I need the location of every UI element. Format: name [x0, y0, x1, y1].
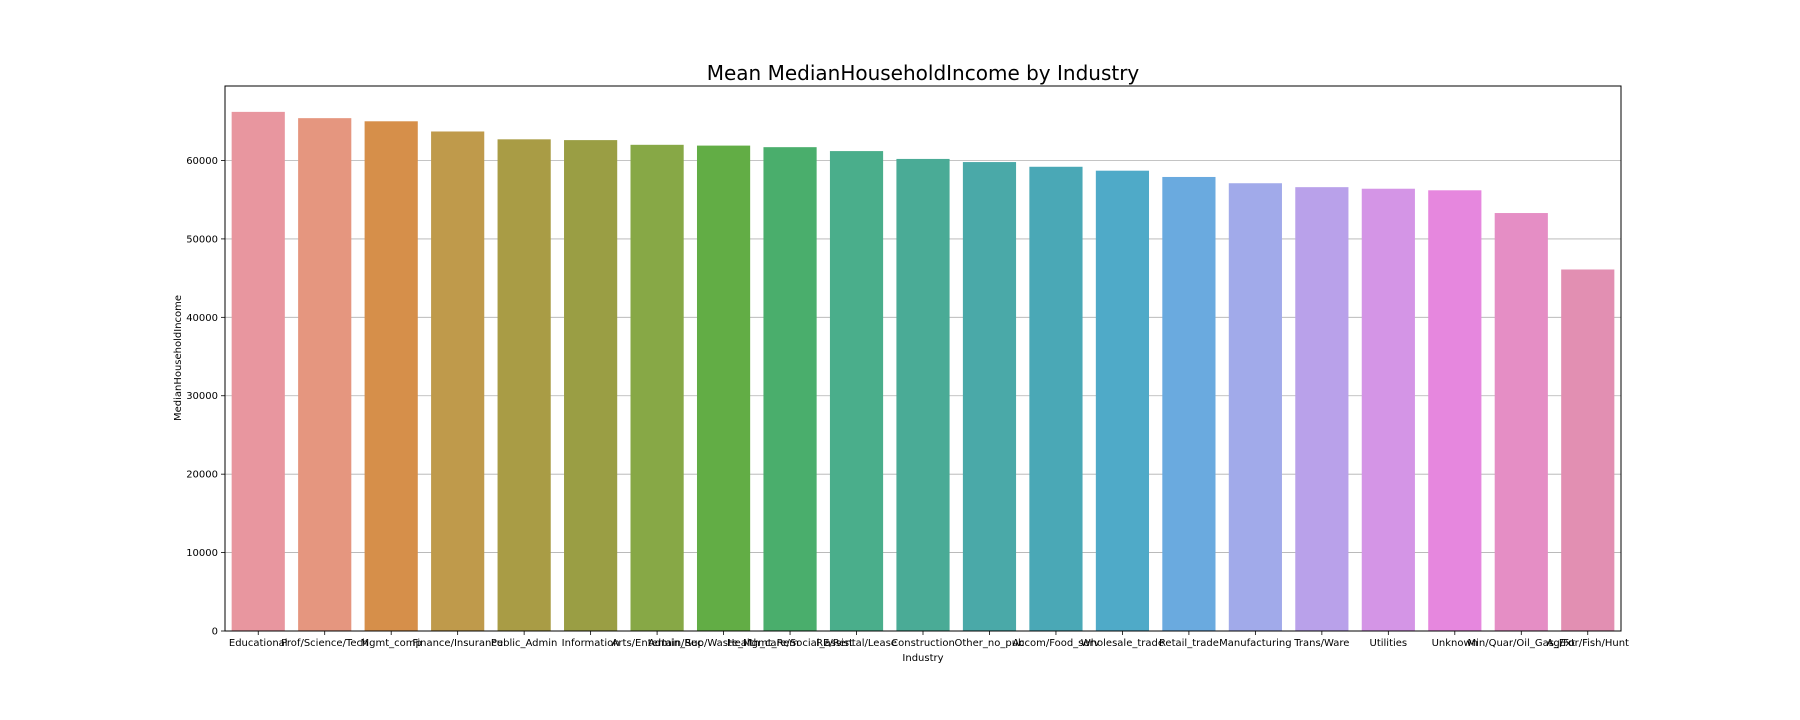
x-tick-label: Utilities	[1370, 638, 1408, 649]
bar	[298, 118, 352, 632]
bar	[1162, 176, 1216, 631]
bar	[1494, 213, 1548, 632]
y-axis-ticks: 0 10000 20000 30000 40000 50000 60000	[186, 156, 225, 638]
y-tick-label: 50000	[186, 234, 218, 245]
x-tick-label: Accom/Food_serv	[1012, 638, 1099, 649]
bar	[1361, 188, 1415, 631]
bar	[431, 131, 485, 632]
x-tick-label: Trans/Ware	[1293, 638, 1349, 649]
bar	[497, 139, 551, 632]
bar	[829, 151, 884, 631]
x-tick-label: Arts/Entertain/Rec	[612, 638, 703, 649]
bar	[896, 158, 950, 632]
x-tick-label: Public_Admin	[491, 638, 557, 649]
x-tick-label: Prof/Science/Tech	[281, 638, 368, 649]
x-tick-label: Health_care/Social_assist	[727, 638, 853, 649]
y-tick-label: 40000	[186, 313, 218, 324]
bar	[962, 162, 1017, 631]
x-tick-label: Construction	[891, 638, 955, 649]
x-tick-label: Unknown	[1432, 638, 1478, 649]
bar	[1029, 166, 1083, 632]
x-tick-label: Educational	[229, 638, 288, 649]
bars	[231, 111, 1615, 632]
bar	[1295, 187, 1349, 632]
x-tick-label: Retail_trade	[1159, 638, 1219, 649]
y-tick-label: 0	[212, 627, 218, 638]
x-tick-label: Finance/Insurance	[412, 638, 503, 649]
bar	[1095, 170, 1150, 631]
x-tick-label: Wholesale_trade	[1081, 638, 1164, 649]
x-axis-ticks: EducationalProf/Science/TechMgmt_compFin…	[229, 631, 1629, 649]
x-tick-label: Information	[562, 638, 620, 649]
chart-title: Mean MedianHouseholdIncome by Industry	[707, 61, 1140, 85]
bar	[696, 145, 751, 632]
x-tick-label: Manufacturing	[1219, 638, 1291, 649]
bar	[564, 140, 618, 631]
y-tick-label: 60000	[186, 156, 218, 167]
y-tick-label: 20000	[186, 470, 218, 481]
x-axis-title: Industry	[902, 653, 943, 664]
y-tick-label: 30000	[186, 391, 218, 402]
bar	[630, 144, 684, 632]
x-tick-label: Ag/For/Fish/Hunt	[1547, 638, 1629, 649]
bar	[1428, 190, 1482, 631]
x-tick-label: Other_no_pub	[955, 638, 1025, 649]
bar	[763, 147, 817, 631]
bar	[1228, 183, 1282, 631]
x-tick-label: RE/Rental/Lease	[816, 638, 897, 649]
bar	[1561, 269, 1615, 631]
y-tick-label: 10000	[186, 548, 218, 559]
x-tick-label: Min/Quar/Oil_Gas_Ext	[1467, 638, 1575, 649]
x-tick-label: Admin_Sup/Waste_Mgmt_Rem	[648, 638, 799, 649]
y-axis-title: MedianHouseholdIncome	[173, 295, 184, 421]
x-tick-label: Mgmt_comp	[361, 638, 422, 649]
bar	[364, 121, 418, 631]
bar	[231, 111, 285, 632]
